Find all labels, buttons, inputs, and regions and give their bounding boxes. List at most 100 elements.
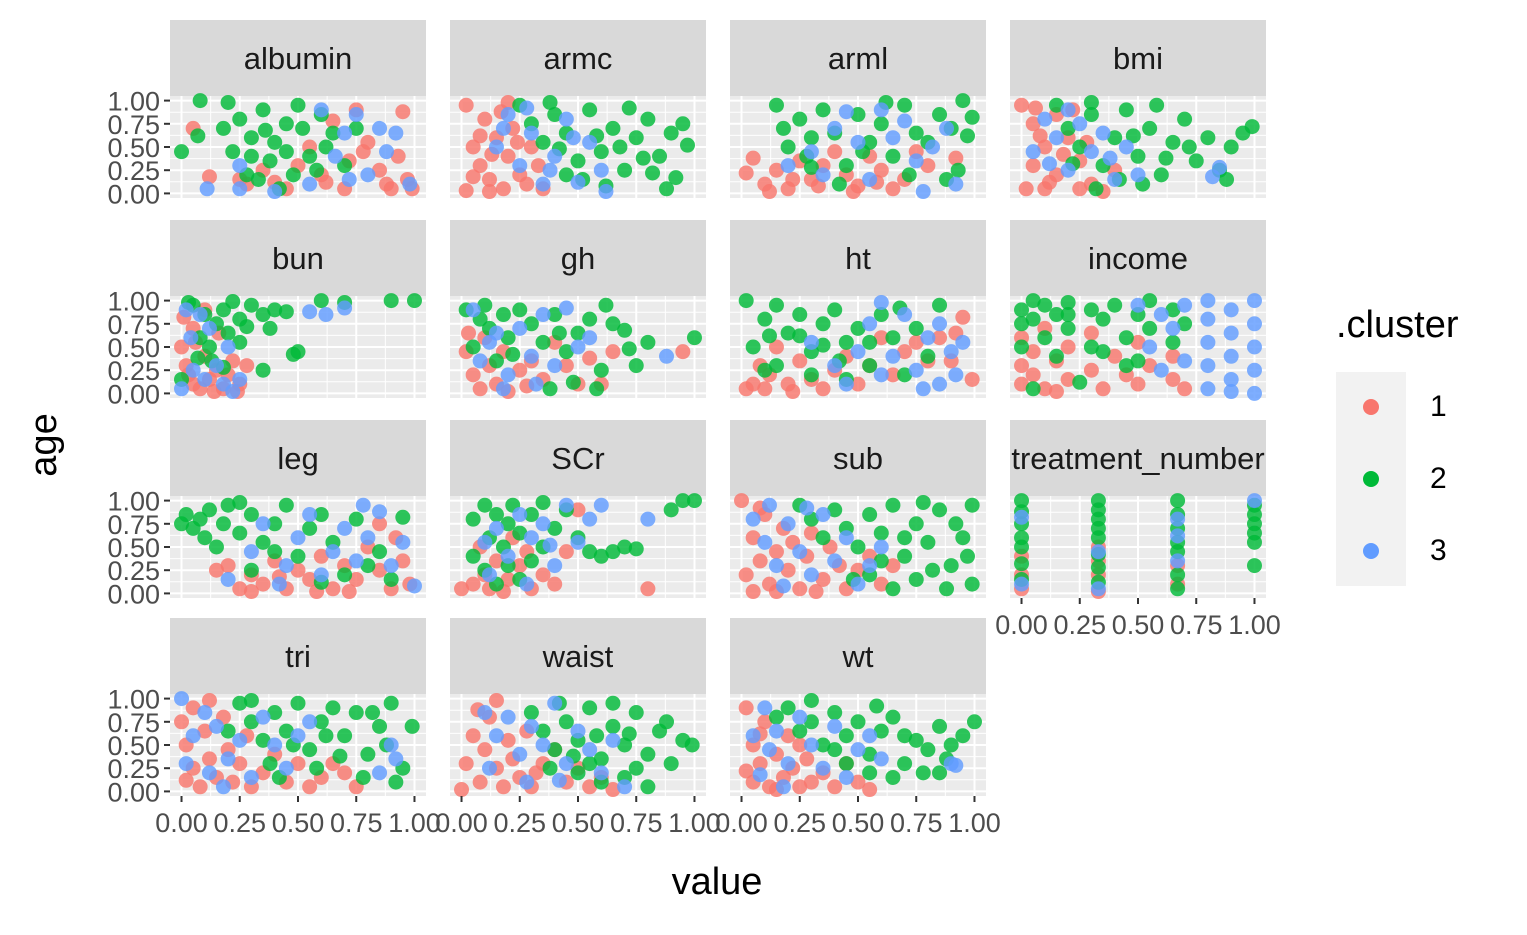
data-point-cluster-3 (481, 567, 497, 583)
data-point-cluster-3 (593, 497, 609, 513)
data-point-cluster-3 (792, 544, 808, 560)
data-point-cluster-3 (1072, 116, 1088, 132)
data-point-cluster-2 (465, 548, 481, 564)
data-point-cluster-2 (325, 700, 341, 716)
data-point-cluster-2 (295, 120, 311, 136)
data-point-cluster-2 (1014, 556, 1030, 572)
data-point-cluster-3 (1014, 576, 1030, 592)
data-point-cluster-2 (768, 97, 784, 113)
data-point-cluster-2 (1165, 134, 1181, 150)
data-point-cluster-3 (850, 134, 866, 150)
data-point-cluster-2 (570, 325, 586, 341)
data-point-cluster-2 (605, 316, 621, 332)
data-point-cluster-2 (372, 544, 388, 560)
data-point-cluster-2 (803, 714, 819, 730)
data-point-cluster-2 (605, 544, 621, 560)
data-point-cluster-2 (908, 125, 924, 141)
facet-strip (170, 420, 426, 496)
data-point-cluster-2 (589, 728, 605, 744)
data-point-cluster-3 (547, 695, 563, 711)
data-point-cluster-2 (1165, 334, 1181, 350)
data-point-cluster-3 (528, 376, 544, 392)
data-point-cluster-3 (500, 367, 516, 383)
data-point-cluster-1 (803, 525, 819, 541)
data-point-cluster-3 (1118, 139, 1134, 155)
data-point-cluster-2 (262, 153, 278, 169)
data-point-cluster-3 (862, 558, 878, 574)
data-point-cluster-2 (605, 718, 621, 734)
data-point-cluster-3 (1130, 167, 1146, 183)
data-point-cluster-2 (547, 107, 563, 123)
data-point-cluster-3 (337, 520, 353, 536)
data-point-cluster-2 (267, 516, 283, 532)
data-point-cluster-3 (1025, 144, 1041, 160)
data-point-cluster-2 (383, 695, 399, 711)
data-point-cluster-2 (318, 139, 334, 155)
data-point-cluster-2 (1025, 293, 1041, 309)
data-point-cluster-2 (565, 374, 581, 390)
data-point-cluster-2 (197, 530, 213, 546)
data-point-cluster-1 (1072, 181, 1088, 197)
data-point-cluster-3 (948, 757, 964, 773)
data-point-cluster-2 (215, 516, 231, 532)
data-point-cluster-2 (348, 120, 364, 136)
data-point-cluster-2 (523, 507, 539, 523)
data-point-cluster-1 (458, 756, 474, 772)
data-point-cluster-2 (645, 165, 661, 181)
data-point-cluster-3 (232, 158, 248, 174)
data-point-cluster-3 (360, 530, 376, 546)
data-point-cluster-1 (1018, 181, 1034, 197)
data-point-cluster-2 (547, 742, 563, 758)
data-point-cluster-1 (535, 567, 551, 583)
data-point-cluster-1 (201, 751, 217, 767)
data-point-cluster-1 (383, 181, 399, 197)
data-point-cluster-2 (1014, 316, 1030, 332)
data-point-cluster-1 (792, 581, 808, 597)
data-point-cluster-3 (1153, 307, 1169, 323)
data-point-cluster-2 (925, 562, 941, 578)
facet-strip (450, 420, 706, 496)
data-point-cluster-3 (827, 553, 843, 569)
data-point-cluster-2 (547, 520, 563, 536)
x-tick-label: 0.25 (213, 808, 266, 838)
data-point-cluster-1 (752, 553, 768, 569)
data-point-cluster-3 (302, 304, 318, 320)
data-point-cluster-3 (1223, 302, 1239, 318)
data-point-cluster-3 (220, 339, 236, 355)
data-point-cluster-3 (355, 497, 371, 513)
data-point-cluster-2 (862, 358, 878, 374)
y-tick-label: 0.50 (107, 133, 160, 163)
data-point-cluster-2 (582, 756, 598, 772)
data-point-cluster-2 (1118, 102, 1134, 118)
data-point-cluster-1 (558, 544, 574, 560)
data-point-cluster-2 (1170, 581, 1186, 597)
data-point-cluster-2 (495, 307, 511, 323)
data-point-cluster-3 (838, 376, 854, 392)
data-point-cluster-3 (908, 362, 924, 378)
data-point-cluster-2 (360, 746, 376, 762)
data-point-cluster-1 (1095, 381, 1111, 397)
data-point-cluster-2 (190, 128, 206, 144)
data-point-cluster-3 (598, 184, 614, 200)
data-point-cluster-2 (932, 297, 948, 313)
data-point-cluster-2 (659, 181, 675, 197)
data-point-cluster-3 (547, 558, 563, 574)
data-point-cluster-1 (454, 782, 470, 798)
data-point-cluster-1 (465, 728, 481, 744)
data-point-cluster-3 (232, 181, 248, 197)
data-point-cluster-1 (761, 184, 777, 200)
data-point-cluster-3 (267, 184, 283, 200)
data-point-cluster-2 (628, 760, 644, 776)
facet-strip (730, 618, 986, 694)
data-point-cluster-2 (915, 494, 931, 510)
data-point-cluster-2 (220, 497, 236, 513)
data-point-cluster-3 (201, 320, 217, 336)
data-point-cluster-3 (582, 330, 598, 346)
data-point-cluster-2 (1165, 302, 1181, 318)
data-point-cluster-2 (803, 692, 819, 708)
data-point-cluster-3 (1177, 353, 1193, 369)
data-point-cluster-2 (1130, 148, 1146, 164)
data-point-cluster-2 (542, 760, 558, 776)
data-point-cluster-3 (1246, 293, 1262, 309)
data-point-cluster-3 (815, 507, 831, 523)
